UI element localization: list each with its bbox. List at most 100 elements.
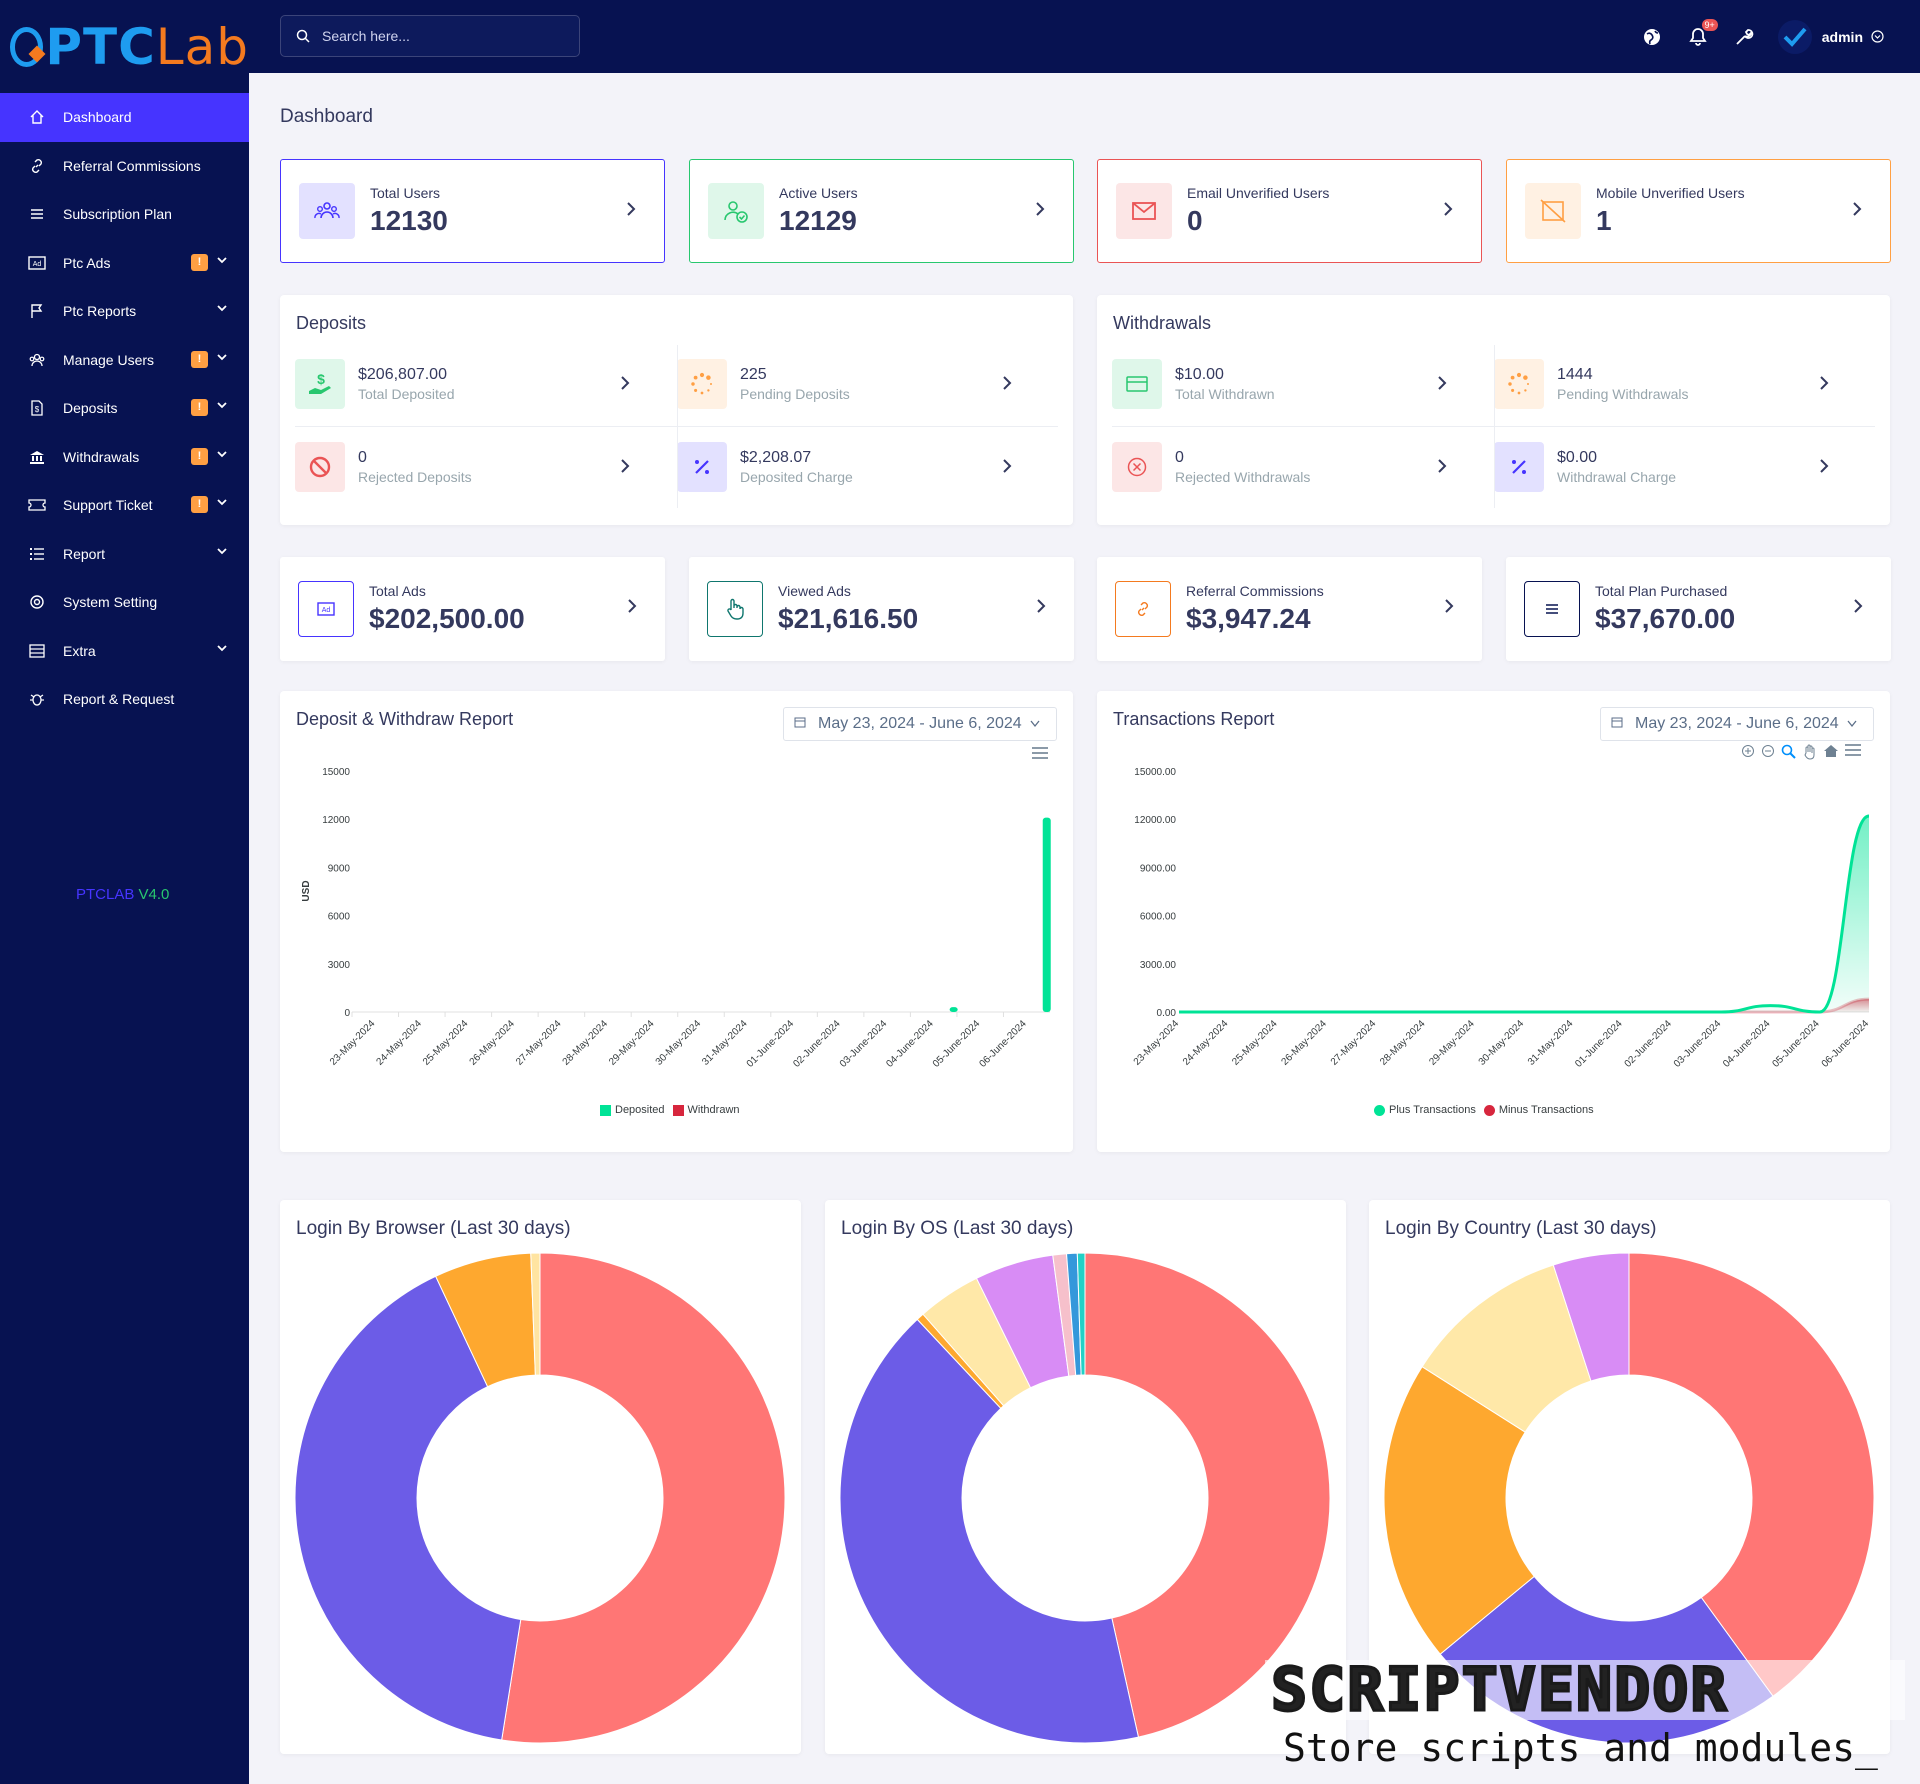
arrow-right-icon[interactable] (1819, 459, 1829, 478)
stat-rejected-withdrawals[interactable]: 0 Rejected Withdrawals (1097, 426, 1472, 508)
arrow-right-icon[interactable] (1437, 376, 1447, 395)
zoom-in-icon[interactable] (1741, 744, 1755, 758)
donut-slice[interactable] (839, 1318, 1140, 1744)
widget-total-users[interactable]: Total Users 12130 (280, 159, 665, 263)
stat-value: $2,208.07 (740, 449, 812, 466)
search-input[interactable] (322, 28, 562, 44)
x-tick-label: 06-June-2024 (977, 1018, 1029, 1070)
sidebar-item-subscription-plan[interactable]: Subscription Plan (0, 190, 249, 239)
donut-slice[interactable] (530, 1252, 541, 1376)
arrow-right-icon[interactable] (627, 599, 637, 618)
sidebar-item-label: Withdrawals (63, 448, 140, 465)
arrow-right-icon[interactable] (1035, 202, 1045, 221)
donut-slice[interactable] (1552, 1252, 1630, 1382)
zoom-select-icon[interactable] (1781, 744, 1797, 760)
donut-slice[interactable] (1628, 1252, 1875, 1697)
stat-rejected-deposits[interactable]: 0 Rejected Deposits (280, 426, 655, 508)
sidebar-item-manage-users[interactable]: Manage Users! (0, 336, 249, 385)
legend-item[interactable]: Plus Transactions (1374, 1104, 1476, 1116)
sidebar-item-ptc-reports[interactable]: Ptc Reports (0, 287, 249, 336)
widget-value: 12129 (779, 205, 857, 236)
widget-active-users[interactable]: Active Users 12129 (689, 159, 1074, 263)
zoom-out-icon[interactable] (1761, 744, 1775, 758)
arrow-right-icon[interactable] (620, 459, 630, 478)
x-tick-label: 31-May-2024 (1526, 1018, 1576, 1068)
chevron-down-icon (216, 544, 232, 560)
deposit-chart-legend: Deposited Withdrawn (600, 1104, 748, 1116)
y-tick-label: 12000 (322, 815, 350, 826)
sidebar-item-system-setting[interactable]: System Setting (0, 578, 249, 627)
login-by-browser-title: Login By Browser (Last 30 days) (296, 1218, 571, 1239)
stat-value: 0 (1175, 449, 1184, 466)
stat-deposited-charge[interactable]: $2,208.07 Deposited Charge (662, 426, 1037, 508)
stat-withdrawal-charge[interactable]: $0.00 Withdrawal Charge (1479, 426, 1854, 508)
widget-viewed-ads[interactable]: Viewed Ads $21,616.50 (689, 557, 1074, 661)
arrow-right-icon[interactable] (1002, 376, 1012, 395)
sidebar-item-dashboard[interactable]: Dashboard (0, 93, 249, 142)
widget-total-ads[interactable]: Ad Total Ads $202,500.00 (280, 557, 665, 661)
globe-icon[interactable] (1640, 25, 1664, 49)
divider (295, 426, 1058, 427)
stat-label: Pending Withdrawals (1557, 386, 1689, 402)
arrow-right-icon[interactable] (1036, 599, 1046, 618)
widget-total-plan-purchased[interactable]: Total Plan Purchased $37,670.00 (1506, 557, 1891, 661)
pan-hand-icon[interactable] (1803, 744, 1817, 760)
legend-item[interactable]: Minus Transactions (1483, 1104, 1594, 1116)
donut-slice[interactable] (294, 1275, 522, 1741)
reset-home-icon[interactable] (1823, 744, 1839, 758)
y-tick-label: 0.00 (1157, 1008, 1177, 1019)
stat-value: $206,807.00 (358, 366, 447, 383)
flag-icon (28, 302, 46, 320)
watermark: SCRIPTVENDOR Store scripts and modules_ (1265, 1659, 1905, 1784)
widget-title: Email Unverified Users (1187, 185, 1330, 201)
search-box[interactable] (280, 15, 580, 57)
date-range-picker[interactable]: May 23, 2024 - June 6, 2024 (783, 707, 1057, 741)
sidebar-item-label: Referral Commissions (63, 157, 201, 174)
legend-item[interactable]: Withdrawn (672, 1104, 740, 1116)
arrow-right-icon[interactable] (1437, 459, 1447, 478)
wrench-icon[interactable] (1732, 25, 1756, 49)
area-plus-transactions (1179, 815, 1869, 1012)
arrow-right-icon[interactable] (620, 376, 630, 395)
date-range-picker[interactable]: May 23, 2024 - June 6, 2024 (1600, 707, 1874, 741)
sidebar-item-withdrawals[interactable]: Withdrawals! (0, 433, 249, 482)
arrow-right-icon[interactable] (1853, 599, 1863, 618)
donut-slice[interactable] (1383, 1366, 1535, 1655)
donut-slice[interactable] (1076, 1252, 1086, 1376)
date-range-text: May 23, 2024 - June 6, 2024 (1635, 715, 1839, 732)
sidebar-item-report-request[interactable]: Report & Request (0, 675, 249, 724)
stat-pending-withdrawals[interactable]: 1444 Pending Withdrawals (1479, 343, 1854, 425)
stat-total-deposited[interactable]: $ $206,807.00 Total Deposited (280, 343, 655, 425)
donut-slice[interactable] (501, 1252, 786, 1744)
chevron-down-icon (216, 495, 232, 511)
stat-total-withdrawn[interactable]: $10.00 Total Withdrawn (1097, 343, 1472, 425)
legend-label: Plus Transactions (1389, 1104, 1476, 1116)
arrow-right-icon[interactable] (626, 202, 636, 221)
user-menu[interactable]: admin (1777, 19, 1884, 54)
x-tick-label: 30-May-2024 (654, 1018, 704, 1068)
arrow-right-icon[interactable] (1444, 599, 1454, 618)
sidebar-item-ptc-ads[interactable]: Ad Ptc Ads! (0, 239, 249, 288)
arrow-right-icon[interactable] (1002, 459, 1012, 478)
logo[interactable]: PTCLab (0, 0, 249, 93)
sidebar-item-extra[interactable]: Extra (0, 627, 249, 676)
watermark-title: SCRIPTVENDOR (1265, 1659, 1905, 1722)
stat-pending-deposits[interactable]: 225 Pending Deposits (662, 343, 1037, 425)
chart-menu-icon[interactable] (1845, 744, 1861, 756)
sidebar-item-deposits[interactable]: $ Deposits! (0, 384, 249, 433)
arrow-right-icon[interactable] (1819, 376, 1829, 395)
legend-item[interactable]: Deposited (600, 1104, 665, 1116)
bell-icon[interactable]: 9+ (1686, 18, 1718, 49)
caret-down-icon (1847, 715, 1857, 733)
arrow-right-icon[interactable] (1852, 202, 1862, 221)
chart-menu-icon[interactable] (1032, 746, 1048, 764)
donut-slice[interactable] (1084, 1252, 1331, 1738)
arrow-right-icon[interactable] (1443, 202, 1453, 221)
widget-email-unverified-users[interactable]: Email Unverified Users 0 (1097, 159, 1482, 263)
sidebar-item-report[interactable]: Report (0, 530, 249, 579)
sidebar-item-referral-commissions[interactable]: Referral Commissions (0, 142, 249, 191)
widget-mobile-unverified-users[interactable]: Mobile Unverified Users 1 (1506, 159, 1891, 263)
widget-referral-commissions[interactable]: Referral Commissions $3,947.24 (1097, 557, 1482, 661)
sidebar-item-support-ticket[interactable]: Support Ticket! (0, 481, 249, 530)
bar-deposited (949, 1007, 958, 1012)
